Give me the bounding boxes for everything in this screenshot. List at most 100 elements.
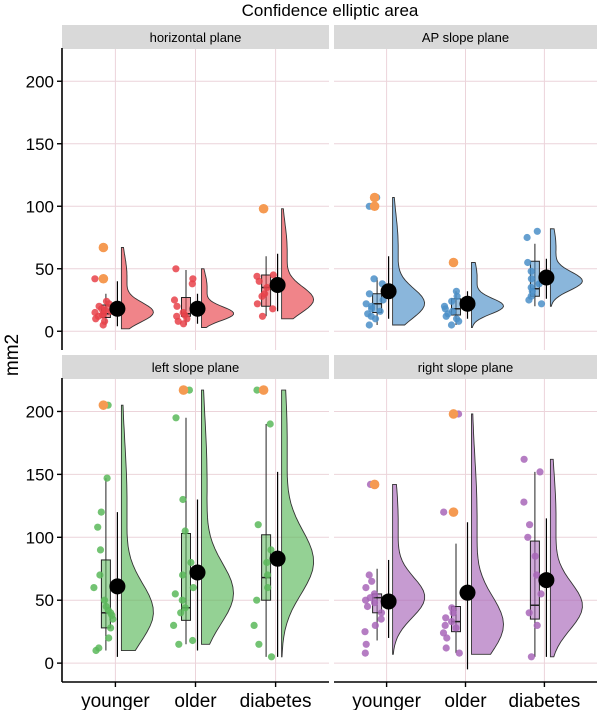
density-cloud — [392, 483, 426, 655]
data-point — [103, 474, 111, 482]
data-point — [364, 310, 372, 318]
data-point — [442, 614, 450, 622]
outlier-point — [98, 242, 109, 253]
outlier-point — [448, 409, 459, 419]
y-axis-label: mm2 — [2, 334, 23, 376]
panel-ap-slope-plane: AP slope plane — [334, 25, 597, 350]
data-point — [531, 552, 539, 560]
outlier-point — [98, 400, 109, 410]
box — [100, 559, 111, 629]
group-younger — [362, 192, 426, 329]
density-cloud — [549, 228, 583, 307]
data-point — [171, 590, 179, 598]
data-point — [527, 283, 535, 292]
outlier-point — [369, 192, 380, 203]
data-point — [370, 275, 378, 283]
data-point — [96, 546, 105, 554]
mean-marker — [189, 300, 206, 317]
panel-left-slope-plane: left slope plane 0 50 100 150 200 younger older… — [26, 355, 329, 710]
panel-strip — [334, 25, 597, 49]
group-older — [439, 409, 504, 670]
group-older — [170, 265, 234, 328]
x-tick-label: diabetes — [240, 691, 312, 710]
density-cloud — [281, 208, 315, 320]
data-point — [261, 290, 269, 298]
data-point — [452, 287, 460, 295]
data-point — [524, 258, 532, 267]
data-point — [447, 321, 456, 329]
data-point — [91, 308, 99, 317]
data-point — [533, 227, 541, 235]
chart-title: Confidence elliptic area — [242, 1, 419, 20]
y-tick-label: 50 — [35, 260, 54, 279]
data-point — [448, 297, 456, 305]
panel-horizontal-plane: horizontal plane 0 50 100 150 200 — [26, 25, 329, 350]
data-point — [448, 604, 456, 612]
data-point — [173, 302, 181, 310]
data-point — [361, 628, 369, 636]
data-point — [101, 317, 109, 325]
box — [261, 534, 272, 601]
density-cloud — [201, 268, 234, 328]
data-point — [442, 644, 450, 652]
outlier-point — [178, 385, 189, 395]
data-point — [181, 527, 189, 535]
data-point — [368, 577, 376, 585]
panel-strip-label: right slope plane — [418, 360, 513, 375]
data-point — [172, 414, 180, 422]
data-point — [537, 300, 546, 308]
data-point — [370, 590, 378, 598]
density-cloud — [392, 197, 426, 326]
data-point — [448, 618, 456, 626]
panel-strip-label: horizontal plane — [150, 30, 242, 45]
y-tick-label: 200 — [26, 402, 54, 421]
density-cloud — [471, 262, 504, 328]
y-tick-label: 200 — [26, 72, 54, 91]
y-tick-label: 100 — [26, 528, 54, 547]
data-point — [361, 649, 369, 657]
mean-marker — [109, 578, 126, 595]
data-point — [187, 558, 195, 567]
data-point — [362, 640, 370, 648]
data-point — [102, 297, 111, 305]
data-point — [253, 272, 261, 280]
data-point — [443, 634, 451, 642]
data-point — [524, 533, 532, 541]
data-point — [181, 604, 189, 612]
x-tick-label: older — [444, 691, 487, 710]
data-point — [520, 455, 528, 463]
data-point — [96, 571, 104, 579]
outlier-point — [369, 479, 380, 490]
panels-layer: horizontal plane 0 50 100 150 200 AP slope pla… — [26, 25, 597, 710]
data-point — [170, 296, 179, 304]
data-point — [267, 653, 276, 661]
panel-strip-label: AP slope plane — [422, 30, 509, 45]
outlier-point — [258, 385, 269, 395]
mean-marker — [380, 283, 397, 300]
data-point — [377, 609, 386, 617]
data-point — [439, 629, 448, 637]
mean-marker — [538, 572, 555, 589]
data-point — [179, 308, 187, 317]
data-point — [253, 386, 261, 394]
data-point — [107, 624, 115, 632]
data-point — [173, 312, 181, 320]
y-tick-label: 100 — [26, 197, 54, 216]
panel-strip — [334, 355, 597, 379]
data-point — [264, 584, 272, 592]
data-point — [170, 621, 178, 630]
group-younger — [361, 479, 426, 657]
panel-strip-label: left slope plane — [152, 360, 239, 375]
y-tick-label: 0 — [45, 654, 54, 673]
mean-marker — [538, 269, 555, 286]
data-point — [453, 315, 461, 323]
data-point — [455, 649, 463, 657]
panel-strip — [62, 25, 329, 49]
density-cloud — [471, 413, 504, 655]
x-tick-label: diabetes — [508, 691, 580, 710]
data-point — [440, 302, 449, 310]
density-cloud — [281, 389, 315, 658]
data-point — [253, 300, 261, 308]
y-tick-label: 0 — [45, 322, 54, 341]
data-point — [97, 508, 105, 516]
